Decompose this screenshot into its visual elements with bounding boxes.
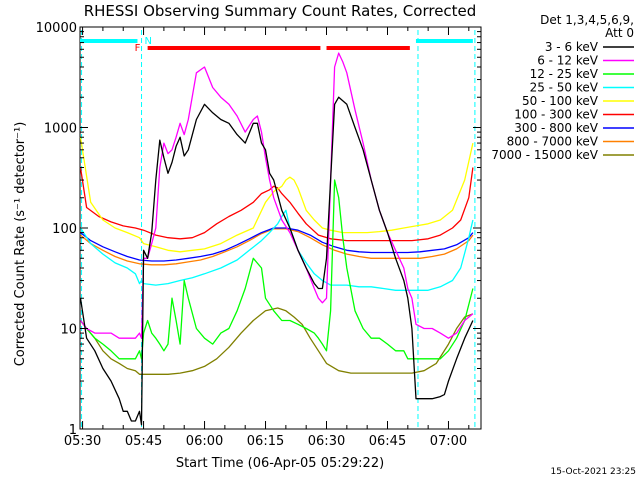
x-tick-label: 07:00 [430, 434, 467, 449]
flag-bars: NF [80, 30, 476, 429]
y-tick-label: 1 [69, 423, 77, 438]
series-line-2 [79, 179, 474, 360]
x-tick-label: 06:00 [186, 434, 223, 449]
y-tick-label: 1000 [44, 122, 77, 137]
legend-label: 12 - 25 keV [530, 67, 599, 81]
legend-header-line2: Att 0 [605, 26, 634, 40]
x-tick-label: 06:45 [369, 434, 406, 449]
series-line-5 [79, 167, 474, 242]
legend-label: 50 - 100 keV [522, 94, 599, 108]
y-tick-label: 10 [60, 323, 77, 338]
legend-label: 800 - 7000 keV [507, 135, 599, 149]
series-line-0 [79, 96, 474, 426]
x-axis-label: Start Time (06-Apr-05 05:29:22) [176, 456, 384, 471]
flare-flag-label: F [135, 43, 141, 54]
series-line-6 [80, 227, 474, 262]
x-tick-label: 05:45 [125, 434, 162, 449]
series-line-8 [79, 307, 474, 375]
y-tick-label: 10000 [36, 21, 77, 36]
x-tick-label: 05:30 [64, 434, 101, 449]
x-tick-label: 06:30 [308, 434, 345, 449]
series-line-1 [79, 52, 474, 339]
series-line-7 [80, 228, 474, 266]
night-flag-label: N [145, 36, 152, 47]
y-tick-label: 100 [52, 222, 77, 237]
x-tick-label: 06:15 [247, 434, 284, 449]
legend-label: 3 - 6 keV [545, 40, 599, 54]
series-line-4 [79, 137, 474, 253]
legend-label: 300 - 800 keV [514, 121, 598, 135]
footer-date: 15-Oct-2021 23:25 [551, 467, 636, 477]
legend-label: 100 - 300 keV [514, 108, 598, 122]
legend-label: 25 - 50 keV [530, 81, 599, 95]
chart-title: RHESSI Observing Summary Count Rates, Co… [84, 2, 477, 20]
legend-header-line1: Det 1,3,4,5,6,9, [540, 13, 634, 27]
y-axis-label: Corrected Count Rate (s⁻¹ detector⁻¹) [13, 122, 28, 367]
legend-label: 6 - 12 keV [537, 54, 599, 68]
series-line-3 [79, 209, 474, 291]
series-lines [79, 52, 474, 426]
legend-label: 7000 - 15000 keV [491, 148, 598, 162]
axis-ticks: 05:30 05:45 06:00 06:15 06:30 06:45 07:00 1 10 10… [36, 21, 481, 449]
